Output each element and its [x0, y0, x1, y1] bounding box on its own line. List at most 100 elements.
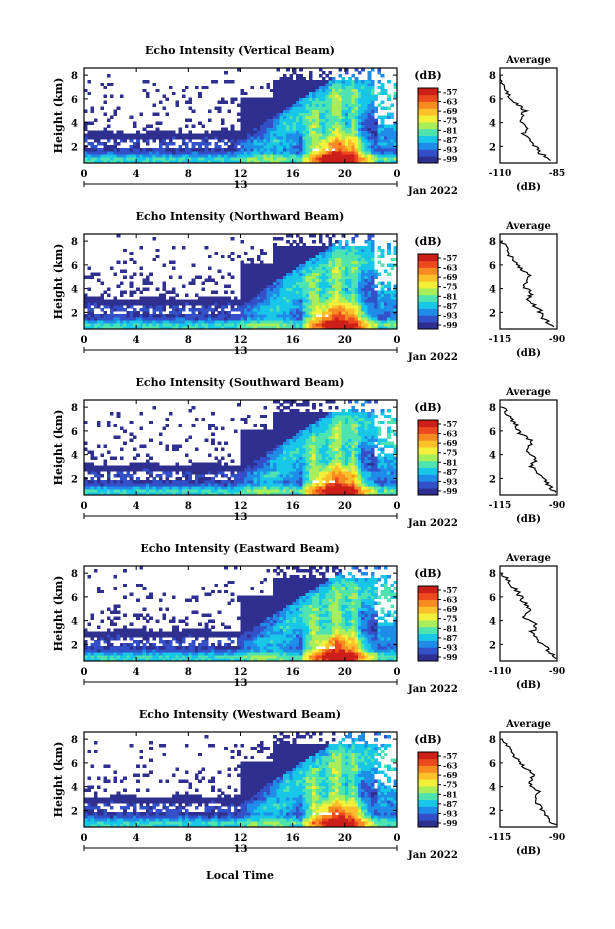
heatmap-cell — [318, 124, 323, 128]
heatmap-cell — [282, 426, 287, 431]
heatmap-cell — [331, 293, 336, 297]
heatmap-cell — [191, 305, 196, 309]
colorbar-tick-label: -75 — [443, 282, 457, 292]
heatmap-cell — [194, 160, 199, 164]
heatmap-cell — [279, 100, 284, 105]
heatmap-cell — [286, 130, 290, 134]
heatmap-cell — [328, 278, 333, 282]
heatmap-cell — [201, 462, 206, 466]
heatmap-cell — [145, 94, 150, 99]
heatmap-cell — [302, 462, 307, 466]
heatmap-cell — [364, 157, 369, 161]
heatmap-cell — [380, 154, 385, 158]
heatmap-cell — [247, 462, 251, 466]
heatmap-cell — [364, 103, 369, 107]
heatmap-cell — [145, 305, 150, 309]
heatmap-cell — [139, 296, 144, 300]
heatmap-cell — [188, 408, 192, 413]
heatmap-cell — [253, 432, 258, 437]
heatmap-cell — [302, 402, 307, 407]
heatmap-cell — [344, 308, 349, 312]
heatmap-cell — [129, 160, 134, 164]
heatmap-cell — [361, 317, 365, 321]
heatmap-cell — [351, 257, 356, 262]
heatmap-cell — [260, 326, 264, 330]
heatmap-cell — [341, 151, 346, 155]
heatmap-cell — [341, 112, 346, 116]
heatmap-cell — [178, 299, 183, 303]
heatmap-cell — [331, 97, 336, 102]
heatmap-cell — [273, 323, 277, 327]
heatmap-cell — [266, 468, 271, 472]
heatmap-cell — [273, 272, 277, 276]
heatmap-cell — [341, 79, 346, 84]
heatmap-cell — [198, 142, 202, 146]
heatmap-cell — [139, 317, 144, 321]
heatmap-cell — [393, 284, 398, 288]
heatmap-cell — [168, 148, 173, 152]
heatmap-cell — [279, 266, 284, 271]
heatmap-cell — [103, 112, 108, 116]
heatmap-cell — [106, 492, 111, 496]
heatmap-cell — [331, 290, 336, 294]
heatmap-cell — [286, 88, 290, 93]
heatmap-cell — [318, 260, 323, 265]
heatmap-cell — [338, 299, 342, 303]
heatmap-cell — [253, 154, 258, 158]
heatmap-cell — [312, 106, 316, 110]
heatmap-cell — [286, 441, 290, 445]
heatmap-cell — [220, 118, 225, 122]
heatmap-cell — [253, 471, 258, 475]
heatmap-cell — [302, 290, 307, 294]
heatmap-cell — [341, 296, 346, 300]
heatmap-cell — [354, 154, 359, 158]
heatmap-cell — [149, 420, 153, 425]
heatmap-cell — [84, 486, 88, 490]
heatmap-cell — [348, 245, 352, 250]
heatmap-cell — [207, 477, 212, 481]
heatmap-cell — [243, 103, 248, 107]
heatmap-cell — [377, 145, 382, 149]
heatmap-cell — [315, 326, 320, 330]
heatmap-cell — [344, 242, 349, 247]
heatmap-cell — [240, 88, 245, 93]
heatmap-cell — [282, 112, 287, 116]
heatmap-cell — [266, 148, 271, 152]
heatmap-cell — [194, 474, 199, 478]
heatmap-cell — [367, 251, 372, 256]
heatmap-cell — [338, 305, 342, 309]
heatmap-cell — [224, 100, 228, 105]
heatmap-cell — [230, 148, 235, 152]
heatmap-cell — [198, 486, 202, 490]
x-tick-label: 16 — [286, 335, 300, 346]
heatmap-cell — [305, 480, 310, 484]
heatmap-cell — [390, 317, 395, 321]
heatmap-cell — [387, 314, 391, 318]
heatmap-cell — [273, 420, 277, 425]
heatmap-cell — [318, 281, 323, 285]
heatmap-cell — [97, 142, 101, 146]
heatmap-cell — [335, 323, 339, 327]
heatmap-cell — [295, 100, 300, 105]
heatmap-cell — [289, 127, 294, 131]
heatmap-cell — [286, 245, 290, 250]
heatmap-cell — [312, 444, 316, 448]
heatmap-cell — [194, 148, 199, 152]
heatmap-cell — [351, 79, 356, 84]
heatmap-cell — [201, 471, 206, 475]
heatmap-cell — [149, 299, 153, 303]
heatmap-cell — [149, 471, 153, 475]
heatmap-cell — [393, 299, 398, 303]
heatmap-cell — [260, 139, 264, 143]
heatmap-cell — [253, 489, 258, 493]
heatmap-cell — [132, 308, 137, 312]
heatmap-cell — [214, 426, 219, 431]
heatmap-cell — [390, 154, 395, 158]
heatmap-cell — [292, 115, 297, 119]
heatmap-cell — [266, 438, 271, 442]
heatmap-cell — [266, 145, 271, 149]
heatmap-cell — [325, 275, 329, 279]
heatmap-cell — [191, 145, 196, 149]
heatmap-cell — [260, 299, 264, 303]
